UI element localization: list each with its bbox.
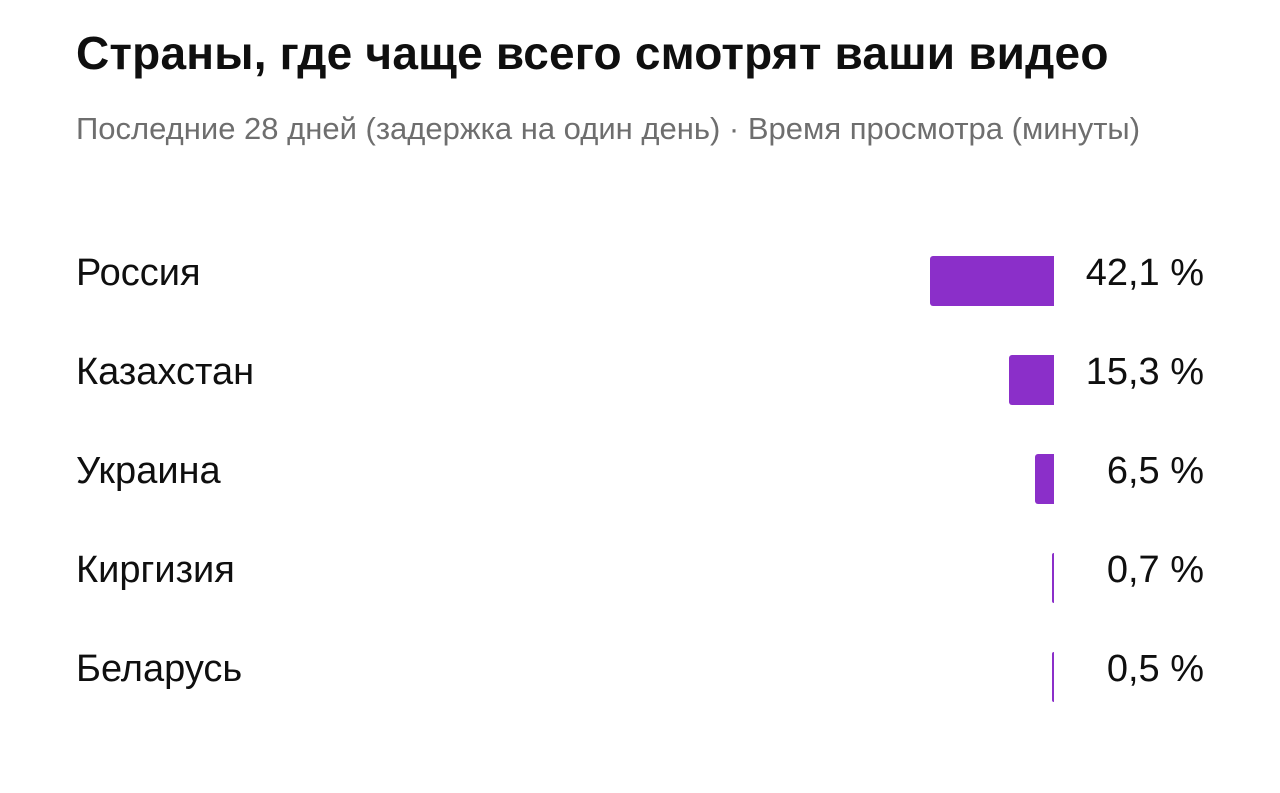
percent-label: 15,3 %: [1085, 351, 1204, 393]
bar: [1009, 355, 1054, 405]
country-label: Казахстан: [76, 351, 255, 393]
bar: [1052, 652, 1054, 702]
country-label: Беларусь: [76, 648, 243, 690]
percent-label: 0,7 %: [1106, 549, 1204, 591]
page-title: Страны, где чаще всего смотрят ваши виде…: [76, 27, 1109, 79]
table-row: Беларусь 0,5 %: [0, 626, 1280, 725]
bar: [1035, 454, 1054, 504]
table-row: Киргизия 0,7 %: [0, 527, 1280, 626]
table-row: Украина 6,5 %: [0, 428, 1280, 527]
page-subtitle: Последние 28 дней (задержка на один день…: [76, 111, 1141, 146]
bar: [1052, 553, 1054, 603]
percent-label: 0,5 %: [1106, 648, 1204, 690]
percent-label: 6,5 %: [1106, 450, 1204, 492]
country-label: Киргизия: [76, 549, 235, 591]
country-label: Украина: [76, 450, 221, 492]
percent-label: 42,1 %: [1085, 252, 1204, 294]
bar: [930, 256, 1054, 306]
table-row: Россия 42,1 %: [0, 230, 1280, 329]
table-row: Казахстан 15,3 %: [0, 329, 1280, 428]
country-label: Россия: [76, 252, 201, 294]
